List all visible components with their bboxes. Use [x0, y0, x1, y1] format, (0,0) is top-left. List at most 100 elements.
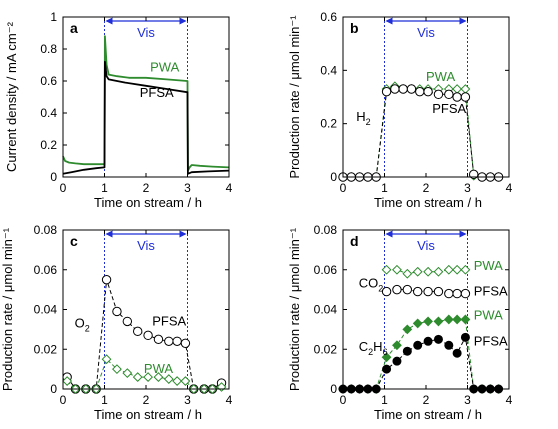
y-tick-label: 0.4: [40, 106, 57, 120]
data-point: [413, 340, 423, 350]
vis-arrow-left-head: [385, 17, 393, 25]
vis-arrow-left-head: [385, 230, 393, 238]
data-point: [444, 288, 454, 299]
data-point: [143, 330, 153, 341]
vis-arrow-right-head: [459, 230, 467, 238]
y-tick-label: 0.2: [40, 138, 57, 152]
series-label: O2: [75, 315, 90, 333]
data-point: [180, 338, 191, 348]
x-tick-label: 1: [101, 181, 108, 195]
data-point: [112, 364, 122, 375]
x-tick-label: 2: [423, 181, 430, 195]
series-label: PFSA: [474, 284, 508, 299]
data-point: [132, 372, 143, 382]
series-label: PWA: [474, 258, 503, 273]
vis-arrow-left-head: [105, 230, 113, 238]
data-point: [452, 92, 462, 102]
y-tick-label: 0.06: [314, 263, 338, 277]
vis-label: Vis: [417, 238, 435, 253]
data-point: [423, 86, 433, 97]
data-point: [443, 314, 454, 325]
x-tick-label: 2: [423, 393, 430, 407]
data-point: [433, 316, 444, 327]
x-tick-label: 2: [143, 181, 150, 195]
y-tick-label: 0.4: [320, 63, 337, 77]
data-point: [381, 286, 392, 297]
panel-b: Vis 0 1 2 3 4 0 0.2 0.4 0.6 Time on stream / h Prod…: [287, 10, 513, 210]
data-point: [415, 86, 425, 97]
data-point: [433, 286, 444, 297]
data-point: [413, 286, 423, 297]
data-point: [452, 288, 462, 299]
data-point: [122, 368, 133, 379]
x-tick-label: 3: [464, 393, 471, 407]
x-tick-label: 1: [101, 393, 108, 407]
x-tick-label: 2: [143, 393, 150, 407]
data-point: [433, 89, 444, 100]
data-point: [460, 332, 470, 342]
y-tick-label: 0: [330, 382, 337, 396]
data-point: [423, 286, 433, 297]
vis-arrow-left-head: [105, 17, 113, 25]
data-point: [444, 340, 454, 350]
series-label: PFSA: [152, 313, 186, 328]
x-tick-label: 0: [60, 181, 67, 195]
data-point: [452, 314, 463, 325]
series-label: PWA: [426, 69, 455, 84]
data-point: [460, 92, 471, 102]
data-point: [412, 318, 423, 329]
data-point: [381, 352, 392, 363]
y-axis-label: Production rate / μmol min⁻¹: [0, 227, 15, 391]
x-tick-label: 0: [340, 393, 347, 407]
y-tick-label: 0.2: [320, 117, 337, 131]
x-tick-label: 1: [381, 393, 388, 407]
series-label: PFSA: [140, 85, 174, 100]
series-line-0: [343, 85, 499, 178]
y-tick-label: 0.06: [34, 263, 58, 277]
x-tick-label: 4: [226, 181, 233, 195]
x-axis-label: Time on stream / h: [94, 195, 202, 210]
y-tick-label: 0.8: [40, 42, 57, 56]
series-label: CO2: [359, 276, 384, 294]
data-point: [460, 264, 471, 275]
panel-letter: c: [70, 233, 78, 249]
data-point: [433, 334, 443, 344]
data-point: [443, 264, 454, 275]
y-axis-label: Production rate / μmol min⁻¹: [287, 227, 302, 391]
x-axis-label: Time on stream / h: [374, 195, 482, 210]
data-point: [392, 356, 402, 366]
x-tick-label: 3: [184, 393, 191, 407]
data-point: [423, 266, 433, 277]
y-axis-label: Production rate / μmol min⁻¹: [287, 15, 302, 179]
data-point: [163, 374, 174, 384]
data-point: [412, 266, 423, 277]
y-tick-label: 0.6: [320, 10, 337, 24]
data-point: [112, 306, 122, 317]
data-point: [153, 372, 164, 382]
data-point: [381, 86, 392, 97]
x-tick-label: 4: [506, 181, 513, 195]
y-tick-label: 0.08: [34, 223, 58, 237]
y-tick-label: 1: [50, 10, 57, 24]
x-tick-label: 0: [60, 393, 67, 407]
panel-d: Vis 0 1 2 3 4 0 0.02 0.04 0.06 0.08 Time on stream …: [287, 223, 513, 422]
data-point: [423, 336, 433, 346]
data-point: [433, 266, 444, 277]
data-point: [452, 264, 463, 275]
data-point: [382, 364, 392, 374]
y-tick-label: 0.04: [34, 303, 58, 317]
data-point: [392, 284, 402, 295]
data-point: [469, 169, 479, 180]
vis-label: Vis: [137, 238, 155, 253]
x-axis-label: Time on stream / h: [94, 407, 202, 422]
data-point: [62, 376, 73, 386]
series-label: PFSA: [474, 333, 508, 348]
data-point: [392, 264, 402, 275]
data-point: [101, 354, 112, 365]
vis-arrow-right-head: [179, 17, 187, 25]
data-point: [402, 284, 413, 295]
x-tick-label: 1: [381, 181, 388, 195]
data-point: [444, 89, 454, 100]
y-tick-label: 0.6: [40, 74, 57, 88]
